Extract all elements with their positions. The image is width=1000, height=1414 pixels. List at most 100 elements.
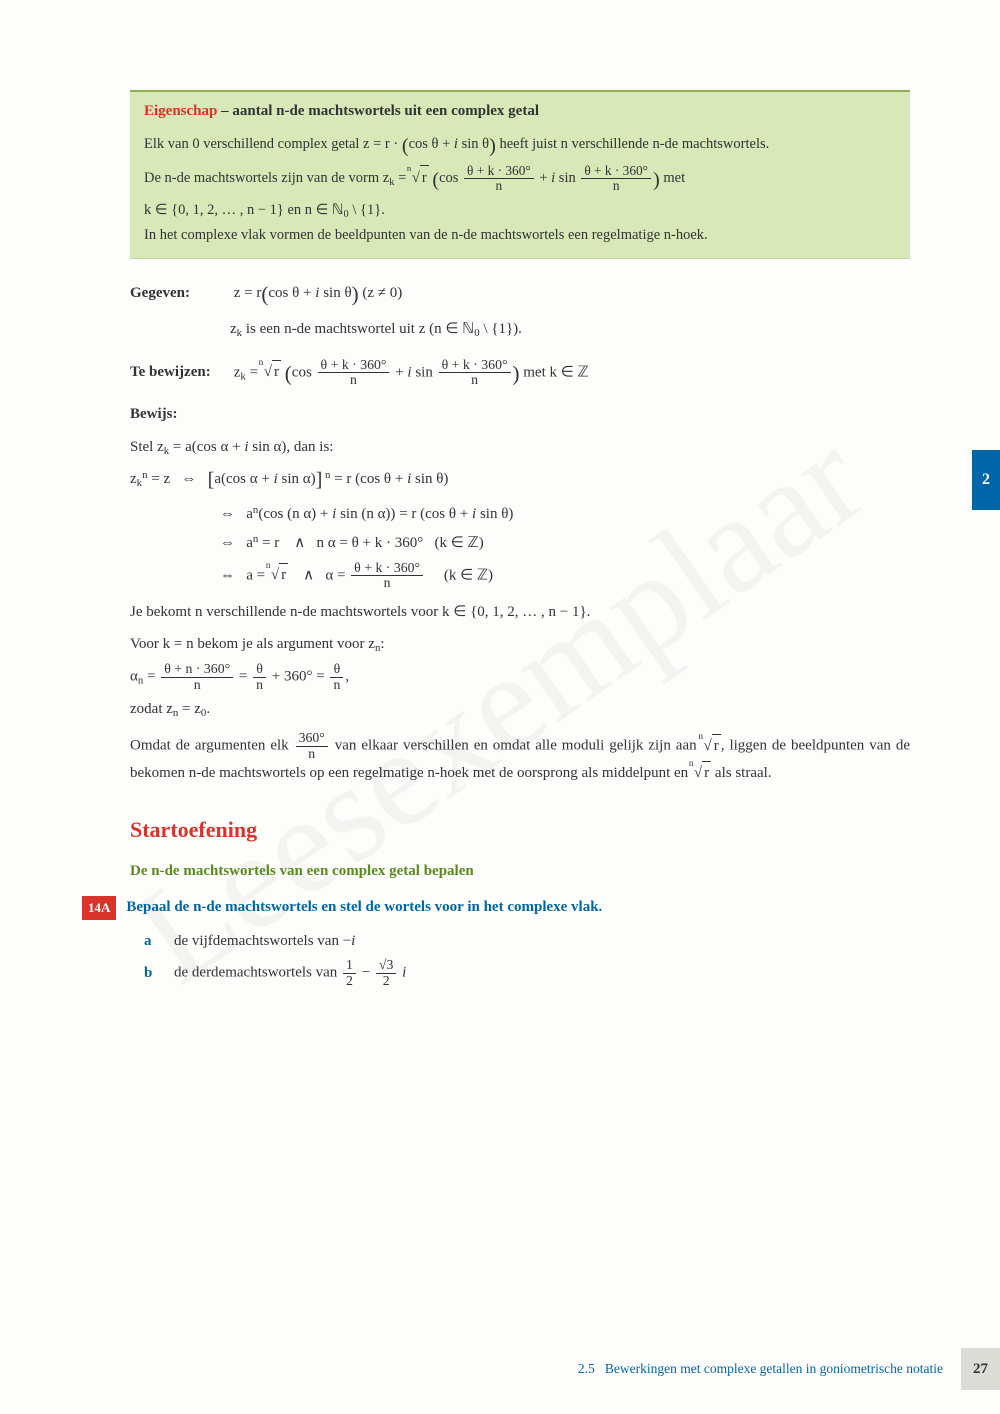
given-label: Gegeven: bbox=[130, 282, 230, 305]
exercise-item-b: b de derdemachtswortels van 12 − √32 i bbox=[144, 958, 910, 988]
text: + 360° = bbox=[268, 669, 328, 685]
text: sin θ) bbox=[411, 471, 448, 487]
text: k ∈ {0, 1, 2, … , n − 1} en n ∈ ℕ bbox=[144, 202, 344, 218]
text: θ + k · 360° bbox=[439, 358, 511, 373]
text: Elk van 0 verschillend complex getal z =… bbox=[144, 136, 402, 152]
property-title: Eigenschap – aantal n-de machtswortels u… bbox=[144, 100, 896, 123]
prop-line2: De n-de machtswortels zijn van de vorm z… bbox=[144, 163, 896, 198]
text: sin bbox=[555, 170, 579, 186]
text: is een n-de machtswortel uit z (n ∈ ℕ bbox=[242, 321, 474, 337]
text: θ + k · 360° bbox=[581, 164, 651, 179]
property-title-prefix: Eigenschap bbox=[144, 103, 217, 119]
exercise-list: a de vijfdemachtswortels van −i b de der… bbox=[144, 930, 910, 988]
text: sin θ) bbox=[476, 506, 513, 522]
conclude-p3: Omdat de argumenten elk 360°n van elkaar… bbox=[130, 731, 910, 784]
text: θ + n · 360° bbox=[161, 662, 233, 677]
item-letter: a bbox=[144, 930, 158, 953]
text: r bbox=[279, 563, 288, 587]
text: , bbox=[345, 669, 349, 685]
text: \ {1}. bbox=[349, 202, 385, 218]
text: sin α), dan is: bbox=[249, 439, 334, 455]
proof-l2: ⇔ an(cos (n α) + i sin (n α)) = r (cos θ… bbox=[220, 502, 910, 526]
text: n bbox=[330, 678, 343, 692]
text: Omdat de argumenten elk bbox=[130, 738, 294, 754]
text: a bbox=[246, 535, 253, 551]
text: = a(cos α + bbox=[169, 439, 244, 455]
text: cos θ + bbox=[268, 285, 315, 301]
text: n bbox=[439, 373, 511, 387]
text: (cos (n α) + bbox=[258, 506, 332, 522]
text: 1 bbox=[343, 958, 356, 973]
prop-line3: k ∈ {0, 1, 2, … , n − 1} en n ∈ ℕ0 \ {1}… bbox=[144, 198, 896, 224]
text: = bbox=[235, 669, 251, 685]
text: n bbox=[581, 179, 651, 193]
conclude-alpha: αn = θ + n · 360°n = θn + 360° = θn, bbox=[130, 662, 910, 692]
proof-label: Bewijs: bbox=[130, 403, 910, 426]
startoef-sub: De n-de machtswortels van een complex ge… bbox=[130, 860, 910, 883]
text: n bbox=[259, 356, 264, 370]
exercise-14a: 14A Bepaal de n-de machtswortels en stel… bbox=[82, 896, 910, 920]
property-title-rest: – aantal n-de machtswortels uit een comp… bbox=[217, 103, 539, 119]
text: als straal. bbox=[711, 765, 771, 781]
text: n bbox=[351, 576, 423, 590]
text: de derdemachtswortels van bbox=[174, 965, 341, 981]
text: z bbox=[130, 471, 137, 487]
conclude-p2: Voor k = n bekom je als argument voor zn… bbox=[130, 633, 910, 656]
text: = r (cos θ + bbox=[330, 471, 407, 487]
property-box: Eigenschap – aantal n-de machtswortels u… bbox=[130, 90, 910, 259]
text: Voor k = n bekom je als argument voor z bbox=[130, 636, 375, 652]
text: ∧ bbox=[303, 567, 314, 583]
text: 2 bbox=[343, 974, 356, 988]
text: n bbox=[296, 747, 328, 761]
text: sin (n α)) = r (cos θ + bbox=[336, 506, 472, 522]
text: √3 bbox=[376, 958, 396, 973]
text: = bbox=[143, 669, 159, 685]
text: n bbox=[253, 678, 266, 692]
given-line2: zk is een n-de machtswortel uit z (n ∈ ℕ… bbox=[230, 318, 910, 341]
exercise-item-a: a de vijfdemachtswortels van −i bbox=[144, 930, 910, 953]
text: θ + k · 360° bbox=[351, 561, 423, 576]
text: n bbox=[699, 730, 704, 744]
item-letter: b bbox=[144, 962, 158, 985]
text: Stel z bbox=[130, 439, 164, 455]
proof-l1: zkn = z ⇔ [a(cos α + i sin α)] n = r (co… bbox=[130, 465, 910, 495]
text: cos bbox=[292, 364, 316, 380]
text: 2 bbox=[376, 974, 396, 988]
text: = r bbox=[258, 535, 279, 551]
text: . bbox=[206, 701, 210, 717]
text: sin bbox=[412, 364, 437, 380]
text: n bbox=[407, 161, 411, 176]
text: θ + k · 360° bbox=[318, 358, 390, 373]
text: n bbox=[266, 559, 271, 573]
exercise-badge: 14A bbox=[82, 896, 116, 920]
text: van elkaar verschillen en omdat alle mod… bbox=[330, 738, 702, 754]
text: sin θ bbox=[458, 136, 489, 152]
exercise-instruction: Bepaal de n-de machtswortels en stel de … bbox=[126, 896, 602, 919]
text: n bbox=[689, 757, 694, 771]
text: − bbox=[358, 965, 374, 981]
text: 2.5 bbox=[578, 1361, 595, 1376]
text: r bbox=[712, 734, 721, 758]
text: ⇔ bbox=[181, 471, 196, 487]
text: a(cos α + bbox=[214, 471, 273, 487]
text: cos bbox=[439, 170, 462, 186]
text: r bbox=[420, 165, 429, 191]
text: = z bbox=[147, 471, 170, 487]
text: ⇔ bbox=[220, 506, 235, 522]
item-text: de derdemachtswortels van 12 − √32 i bbox=[174, 958, 406, 988]
text: : bbox=[380, 636, 384, 652]
text: (k ∈ ℤ) bbox=[435, 535, 484, 551]
text: n bbox=[464, 179, 534, 193]
property-body: Elk van 0 verschillend complex getal z =… bbox=[144, 129, 896, 248]
text: θ + k · 360° bbox=[464, 164, 534, 179]
text: de vijfdemachtswortels van − bbox=[174, 933, 351, 949]
text: ⇔ bbox=[220, 535, 235, 551]
text: sin α) bbox=[278, 471, 316, 487]
footer-section: 2.5 Bewerkingen met complexe getallen in… bbox=[578, 1359, 943, 1379]
text: \ {1}). bbox=[480, 321, 522, 337]
proof-stel: Stel zk = a(cos α + i sin α), dan is: bbox=[130, 436, 910, 459]
text: θ bbox=[253, 662, 266, 677]
text: n bbox=[161, 678, 233, 692]
startoefening-heading: Startoefening bbox=[130, 813, 910, 846]
text: α bbox=[130, 669, 138, 685]
